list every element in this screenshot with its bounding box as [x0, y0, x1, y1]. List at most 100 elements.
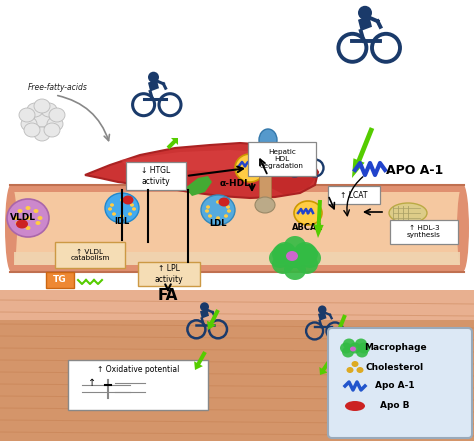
Ellipse shape — [208, 214, 212, 218]
FancyArrow shape — [319, 359, 332, 375]
Ellipse shape — [296, 244, 318, 264]
Text: ↓ HTGL
activity: ↓ HTGL activity — [141, 166, 171, 186]
Ellipse shape — [296, 254, 318, 274]
Ellipse shape — [235, 154, 265, 182]
Bar — [138, 262, 200, 286]
Ellipse shape — [5, 184, 17, 272]
Ellipse shape — [18, 209, 22, 213]
Ellipse shape — [349, 343, 361, 354]
Bar — [248, 142, 316, 176]
Ellipse shape — [26, 226, 30, 230]
Polygon shape — [120, 150, 280, 172]
FancyArrow shape — [207, 309, 220, 330]
Bar — [126, 162, 186, 190]
Text: Apo B: Apo B — [380, 400, 410, 410]
Text: TG: TG — [53, 276, 67, 284]
Ellipse shape — [16, 221, 20, 225]
Ellipse shape — [299, 248, 321, 268]
Text: ↑ LCAT: ↑ LCAT — [340, 191, 368, 199]
Ellipse shape — [41, 103, 57, 117]
Ellipse shape — [49, 108, 65, 122]
Text: ↑: ↑ — [88, 378, 96, 388]
FancyArrow shape — [314, 200, 324, 238]
Ellipse shape — [13, 216, 18, 220]
Polygon shape — [258, 150, 318, 195]
Text: APO A-1: APO A-1 — [386, 164, 444, 176]
Ellipse shape — [34, 209, 38, 213]
Ellipse shape — [355, 339, 367, 350]
FancyArrow shape — [194, 351, 207, 370]
Ellipse shape — [224, 214, 228, 218]
Ellipse shape — [34, 113, 50, 127]
Text: ↑ Oxidative potential: ↑ Oxidative potential — [97, 366, 179, 374]
Text: ↑ LPL
activity: ↑ LPL activity — [155, 264, 183, 284]
Ellipse shape — [343, 339, 355, 350]
Polygon shape — [148, 79, 159, 91]
Ellipse shape — [120, 198, 124, 202]
Text: Free-fatty-acids: Free-fatty-acids — [28, 83, 88, 93]
Ellipse shape — [389, 203, 427, 223]
Ellipse shape — [342, 347, 354, 358]
Text: IDL: IDL — [114, 217, 129, 227]
Ellipse shape — [36, 221, 40, 225]
Ellipse shape — [130, 203, 134, 207]
Text: Cholesterol: Cholesterol — [366, 363, 424, 371]
Polygon shape — [358, 15, 372, 31]
Polygon shape — [14, 252, 460, 265]
Text: FA: FA — [158, 288, 178, 303]
Polygon shape — [298, 149, 307, 158]
Polygon shape — [14, 192, 460, 265]
Ellipse shape — [284, 260, 306, 280]
Ellipse shape — [294, 242, 316, 262]
Ellipse shape — [26, 206, 30, 210]
Ellipse shape — [356, 347, 368, 358]
Ellipse shape — [457, 184, 469, 272]
Ellipse shape — [269, 248, 291, 268]
Ellipse shape — [284, 248, 306, 268]
Ellipse shape — [120, 214, 124, 218]
Ellipse shape — [47, 117, 63, 131]
Ellipse shape — [108, 207, 112, 211]
Ellipse shape — [345, 401, 365, 411]
Ellipse shape — [24, 123, 40, 137]
Ellipse shape — [259, 129, 277, 151]
Ellipse shape — [294, 201, 322, 225]
Ellipse shape — [16, 220, 28, 228]
Text: Hepatic
HDL
degradation: Hepatic HDL degradation — [260, 149, 304, 169]
Ellipse shape — [340, 343, 352, 354]
Text: Macrophage: Macrophage — [364, 344, 426, 352]
Ellipse shape — [34, 99, 50, 113]
Ellipse shape — [27, 103, 43, 117]
Ellipse shape — [7, 199, 49, 237]
Ellipse shape — [128, 212, 132, 216]
Ellipse shape — [352, 361, 358, 367]
Ellipse shape — [358, 6, 372, 20]
Bar — [328, 186, 380, 204]
Bar — [68, 360, 208, 410]
Bar — [55, 242, 125, 268]
Text: α-HDL: α-HDL — [219, 179, 250, 187]
Bar — [259, 155, 271, 200]
Text: LDL: LDL — [209, 220, 227, 228]
Ellipse shape — [110, 203, 114, 207]
Text: VLDL: VLDL — [10, 213, 36, 223]
Bar — [390, 220, 458, 244]
Ellipse shape — [284, 236, 306, 256]
Ellipse shape — [105, 193, 139, 223]
FancyArrow shape — [334, 314, 347, 340]
Ellipse shape — [34, 127, 50, 141]
Ellipse shape — [112, 212, 116, 216]
Bar — [46, 272, 74, 288]
Ellipse shape — [205, 209, 209, 213]
Text: Apo A-1: Apo A-1 — [375, 381, 415, 390]
FancyArrow shape — [166, 138, 178, 149]
Ellipse shape — [122, 195, 134, 205]
Ellipse shape — [284, 248, 306, 268]
Polygon shape — [185, 176, 212, 196]
FancyArrow shape — [352, 127, 374, 178]
Ellipse shape — [356, 367, 364, 373]
Ellipse shape — [132, 207, 136, 211]
Polygon shape — [318, 311, 327, 321]
Ellipse shape — [227, 209, 231, 213]
Ellipse shape — [44, 123, 60, 137]
